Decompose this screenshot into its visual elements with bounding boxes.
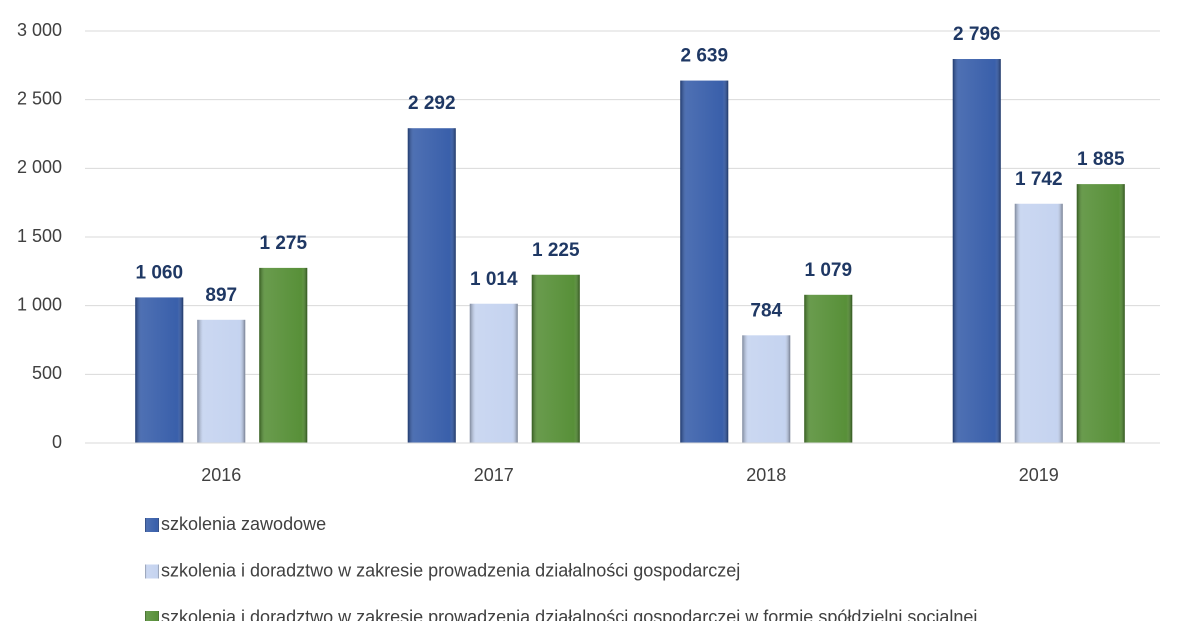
y-tick-label: 3 000 — [17, 20, 62, 40]
y-tick-label: 0 — [52, 432, 62, 452]
legend-swatch-shade — [145, 518, 159, 532]
y-tick-label: 2 000 — [17, 157, 62, 177]
value-label: 2 292 — [408, 93, 456, 114]
x-tick-label: 2016 — [201, 465, 241, 485]
bar — [531, 274, 580, 443]
value-label: 1 060 — [135, 262, 183, 283]
y-tick-label: 500 — [32, 363, 62, 383]
y-tick-label: 1 000 — [17, 294, 62, 314]
bar — [952, 59, 1001, 444]
bar — [680, 80, 729, 443]
value-label: 784 — [750, 300, 782, 321]
value-label: 2 796 — [953, 24, 1001, 45]
x-tick-label: 2018 — [746, 465, 786, 485]
legend-label: szkolenia i doradztwo w zakresie prowadz… — [161, 560, 740, 580]
bar — [259, 267, 308, 443]
value-label: 2 639 — [680, 46, 728, 67]
x-tick-label: 2019 — [1019, 465, 1059, 485]
value-label: 1 885 — [1077, 149, 1125, 170]
bar — [135, 297, 184, 443]
bar — [1076, 184, 1125, 444]
bar — [197, 319, 246, 443]
y-tick-label: 2 500 — [17, 88, 62, 108]
bar — [1014, 203, 1063, 443]
bar — [804, 294, 853, 443]
legend-label: szkolenia zawodowe — [161, 514, 326, 534]
legend-swatch-shade — [145, 564, 159, 579]
value-label: 1 742 — [1015, 169, 1063, 190]
legend-swatch-shade — [145, 611, 159, 621]
value-label: 1 225 — [532, 240, 580, 261]
value-label: 897 — [205, 285, 237, 306]
legend-label: szkolenia i doradztwo w zakresie prowadz… — [161, 607, 977, 621]
y-tick-label: 1 500 — [17, 226, 62, 246]
bar — [742, 335, 791, 443]
x-tick-label: 2017 — [474, 465, 514, 485]
value-label: 1 275 — [259, 233, 307, 254]
bar — [407, 128, 456, 443]
bar — [469, 303, 518, 443]
value-label: 1 079 — [804, 260, 852, 281]
value-label: 1 014 — [470, 269, 518, 290]
